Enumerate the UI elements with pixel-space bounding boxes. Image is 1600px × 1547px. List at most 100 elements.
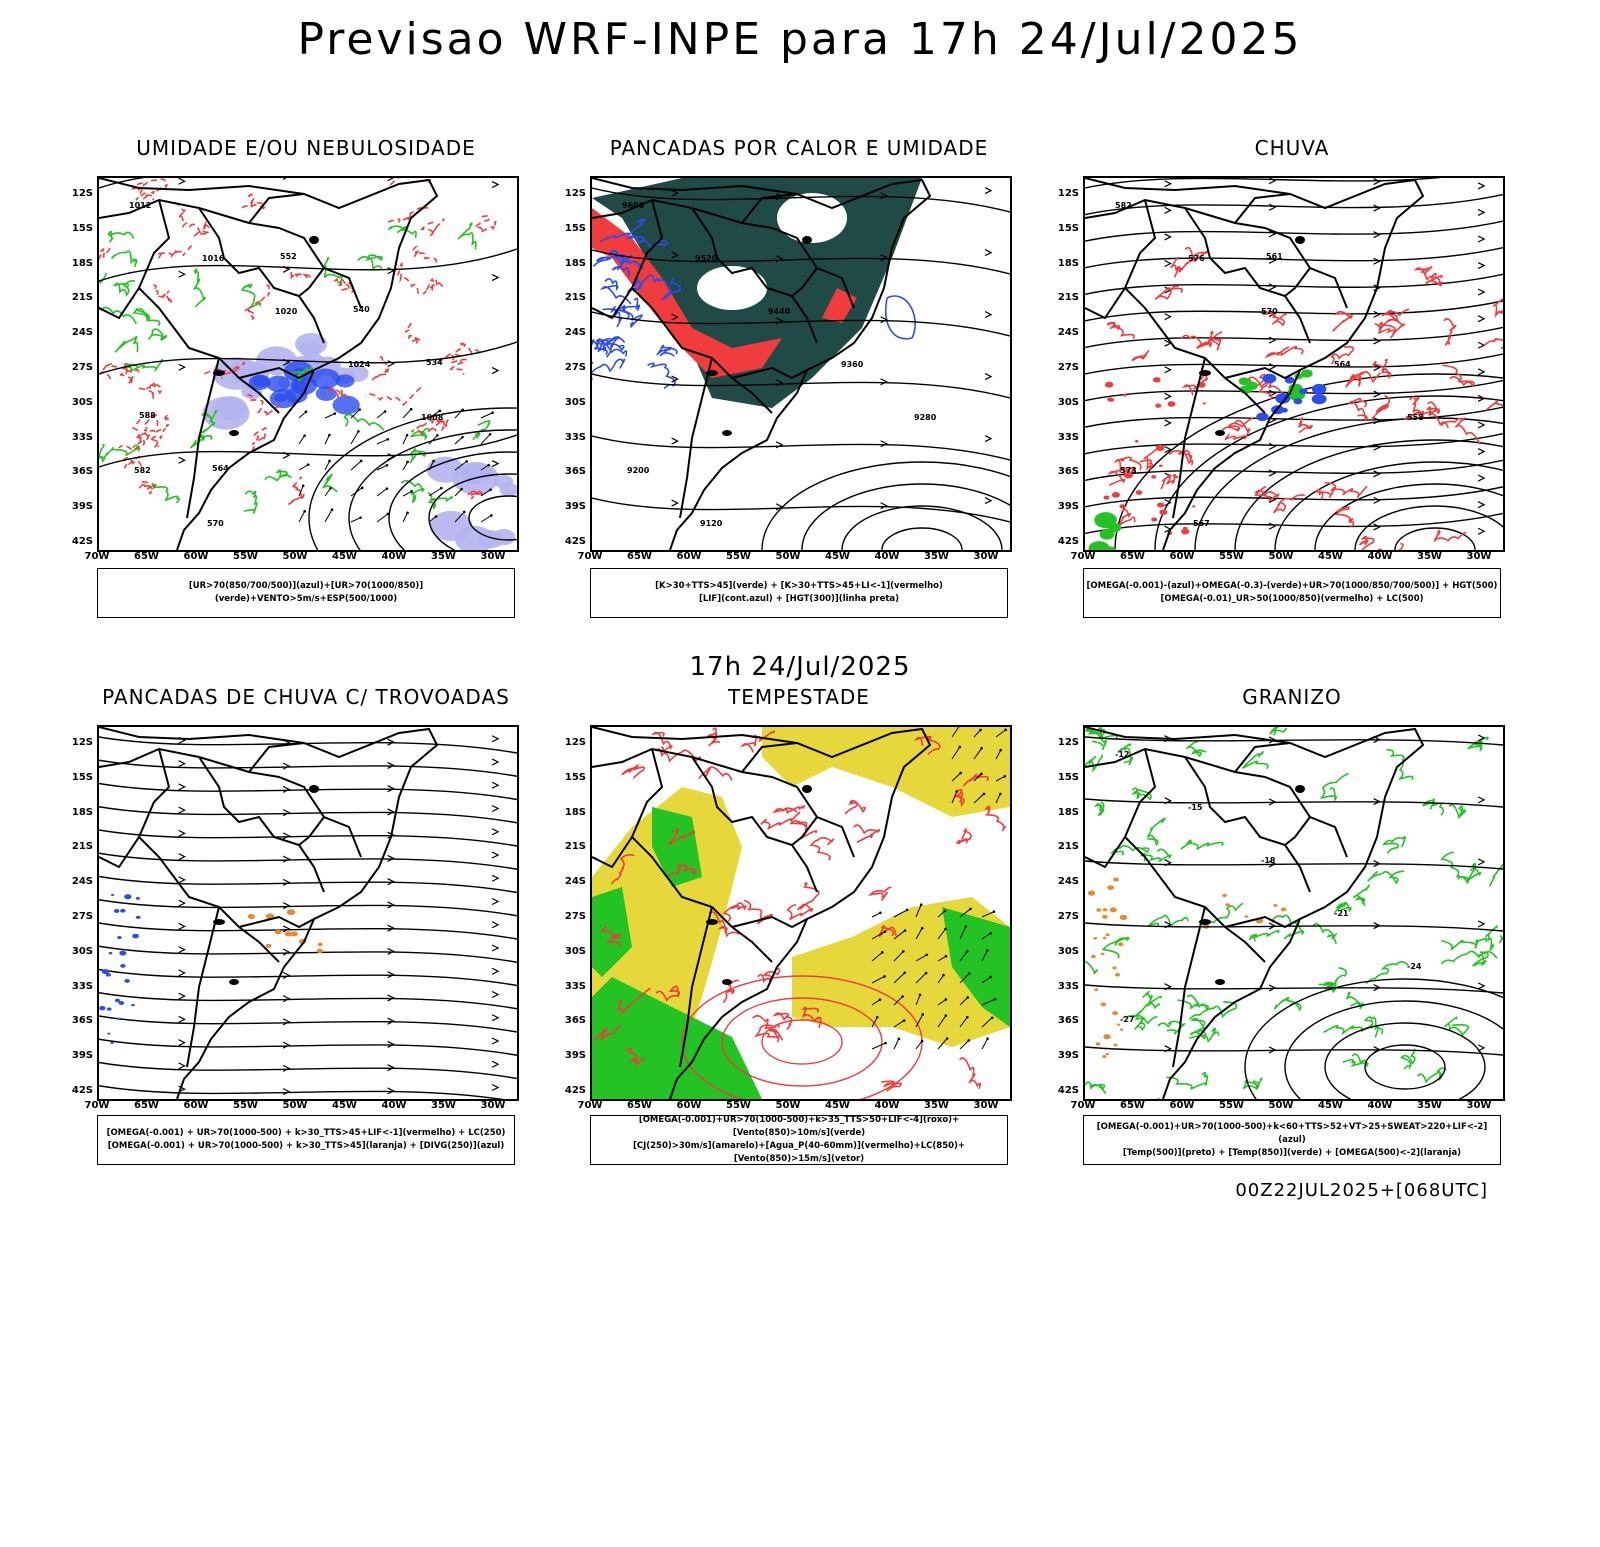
lat-tick-label: 39S [71, 501, 93, 513]
lat-tick-label: 42S [564, 1085, 586, 1096]
lon-tick-label: 55W [233, 1100, 258, 1111]
lat-tick-label: 42S [1057, 536, 1079, 547]
lat-tick-label: 21S [71, 292, 93, 304]
contour-label: 9120 [700, 519, 723, 528]
lat-tick-label: 12S [564, 737, 586, 748]
contour-label: -12 [1115, 750, 1129, 759]
contour-label: 561 [1266, 252, 1283, 261]
lon-tick-label: 50W [1268, 551, 1294, 562]
lon-tick-label: 55W [1219, 1100, 1244, 1111]
lat-tick-label: 24S [564, 327, 586, 339]
lat-tick-label: 36S [564, 1015, 586, 1027]
contour-label: -27 [1120, 1015, 1134, 1024]
lon-tick-label: 65W [1120, 551, 1145, 562]
lat-tick-label: 18S [564, 806, 586, 818]
lat-tick-label: 39S [564, 1050, 586, 1062]
lat-tick-label: 36S [71, 466, 93, 478]
panel-title: PANCADAS DE CHUVA C/ TROVOADAS [102, 685, 510, 709]
legend-line: [Temp(500)](preto) + [Temp(850)](verde) … [1122, 1147, 1462, 1158]
lat-tick-label: 27S [564, 362, 586, 373]
lon-tick-label: 70W [577, 551, 603, 562]
lon-tick-label: 70W [1070, 551, 1096, 562]
map-graphic: 582 576 570 564 558 573 567 561 [1085, 178, 1503, 550]
contour-label: 573 [1120, 466, 1137, 475]
lon-tick-label: 35W [924, 1100, 949, 1111]
contour-label: 1020 [275, 307, 298, 316]
contour-label: 588 [139, 411, 156, 420]
lat-tick-label: 27S [564, 911, 586, 922]
lat-tick-label: 18S [564, 257, 586, 269]
lat-tick-label: 36S [564, 466, 586, 478]
contour-label: -15 [1188, 803, 1203, 812]
lon-tick-label: 35W [1417, 1100, 1442, 1111]
lat-tick-label: 12S [564, 188, 586, 199]
lat-tick-label: 27S [71, 362, 93, 373]
lat-tick-label: 33S [1057, 431, 1079, 443]
panel-umidade: UMIDADE E/OU NEBULOSIDADE 1012 1016 1020 102… [72, 136, 519, 998]
contour-label: 9440 [768, 307, 791, 316]
lon-tick-label: 70W [84, 1100, 110, 1111]
lon-tick-label: 40W [1367, 551, 1393, 562]
lat-tick-label: 12S [1057, 737, 1079, 748]
lon-tick-label: 30W [480, 1100, 506, 1111]
lon-tick-label: 45W [1318, 551, 1343, 562]
lat-tick-label: 33S [1057, 980, 1079, 992]
lon-tick-label: 60W [183, 551, 209, 562]
legend-line: [UR>70(850/700/500)](azul)+[UR>70(1000/8… [188, 581, 424, 604]
lat-tick-label: 12S [71, 737, 93, 748]
lat-tick-label: 15S [1057, 222, 1079, 234]
lon-tick-label: 60W [676, 551, 702, 562]
map-graphic: 1012 1016 1020 1024 1008 582 570 552 540 534 588 56… [99, 178, 517, 550]
lat-tick-label: 21S [564, 292, 586, 304]
contour-label: 9200 [627, 466, 650, 475]
lon-tick-label: 40W [381, 551, 407, 562]
contour-label: 567 [1193, 519, 1210, 528]
lon-tick-label: 55W [1219, 551, 1244, 562]
lon-tick-label: 30W [480, 551, 506, 562]
map-graphic [592, 727, 1010, 1099]
panel-legend: [UR>70(850/700/500)](azul)+[UR>70(1000/8… [97, 568, 515, 618]
lon-tick-label: 35W [1417, 551, 1442, 562]
contour-label: 576 [1188, 254, 1205, 263]
lat-tick-label: 30S [1057, 945, 1079, 957]
run-timestamp: 00Z22JUL2025+[068UTC] [1235, 1180, 1488, 1201]
panel-title: CHUVA [1254, 136, 1330, 160]
contour-label: 540 [353, 305, 370, 314]
lon-tick-label: 30W [973, 1100, 999, 1111]
lat-tick-label: 27S [71, 911, 93, 922]
map-plot: 1012 1016 1020 1024 1008 582 570 552 540 534 588 56… [97, 176, 519, 552]
lat-tick-label: 18S [71, 806, 93, 818]
lon-tick-label: 40W [381, 1100, 407, 1111]
contour-label: 582 [1115, 201, 1132, 210]
lat-tick-label: 42S [564, 536, 586, 547]
contour-label: 564 [1334, 360, 1351, 369]
contour-label: 1008 [421, 413, 444, 422]
legend-line: [OMEGA(-0.001)+UR>70(1000-500)+k<60+TTS>… [1096, 1121, 1488, 1145]
lat-tick-label: 30S [71, 945, 93, 957]
lon-tick-label: 45W [1318, 1100, 1343, 1111]
lat-tick-label: 42S [71, 536, 93, 547]
lon-tick-label: 50W [282, 551, 308, 562]
lat-tick-label: 30S [564, 396, 586, 408]
lon-tick-label: 65W [134, 1100, 159, 1111]
lat-tick-label: 27S [1057, 362, 1079, 373]
lat-tick-label: 15S [564, 771, 586, 783]
page-title: Previsao WRF-INPE para 17h 24/Jul/2025 [297, 14, 1303, 65]
lon-tick-label: 50W [282, 1100, 308, 1111]
lat-tick-label: 42S [1057, 1085, 1079, 1096]
lon-tick-label: 60W [676, 1100, 702, 1111]
panel-legend: [OMEGA(-0.001)-(azul)+OMEGA(-0.3)-(verde… [1083, 568, 1501, 618]
contour-label: 558 [1407, 413, 1424, 422]
lat-tick-label: 21S [1057, 292, 1079, 304]
map-plot: -12 -15 -18 -21 -24 -27 [1083, 725, 1505, 1101]
lon-tick-label: 35W [431, 1100, 456, 1111]
lon-tick-label: 60W [1169, 551, 1195, 562]
map-plot [590, 725, 1012, 1101]
lat-tick-label: 36S [71, 1015, 93, 1027]
lat-tick-label: 24S [71, 876, 93, 888]
lat-tick-label: 18S [1057, 257, 1079, 269]
lon-tick-label: 70W [1070, 1100, 1096, 1111]
lat-tick-label: 15S [71, 222, 93, 234]
contour-label: 9520 [695, 254, 718, 263]
lat-tick-label: 33S [564, 980, 586, 992]
